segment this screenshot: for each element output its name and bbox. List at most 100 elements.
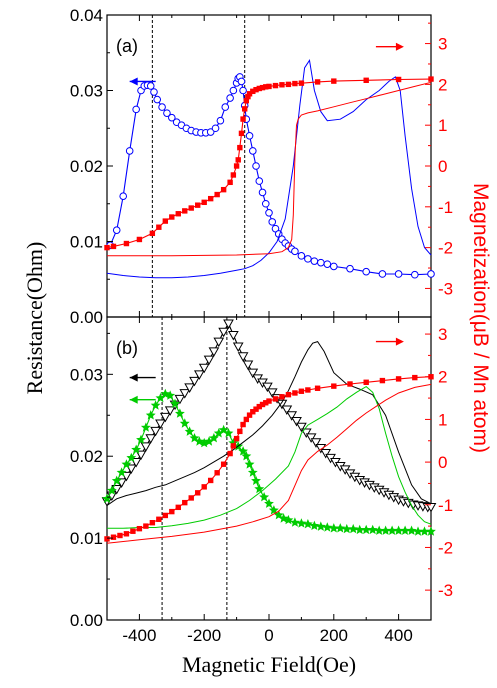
data-point	[229, 86, 238, 95]
data-point	[150, 88, 158, 96]
data-point	[156, 516, 162, 522]
y-right-tick-label: 0	[438, 453, 447, 472]
data-point	[298, 80, 305, 86]
data-point	[208, 347, 220, 357]
data-point	[160, 388, 171, 399]
data-point	[244, 459, 255, 469]
panel-a-arrows	[129, 42, 404, 86]
data-point	[245, 93, 251, 100]
data-point	[252, 162, 260, 170]
axis-arrow-2	[375, 337, 404, 346]
data-point	[266, 398, 272, 404]
data-point	[150, 400, 161, 410]
y-left-tick-label: 0.00	[70, 611, 103, 630]
data-point	[174, 394, 186, 405]
data-point	[362, 267, 371, 276]
data-point	[250, 88, 256, 95]
data-point	[300, 428, 312, 438]
data-point	[193, 370, 205, 380]
data-point	[228, 331, 239, 341]
data-point	[123, 240, 130, 247]
data-point	[314, 385, 321, 391]
panel-b-label: (b)	[116, 338, 138, 358]
data-point	[331, 78, 337, 84]
data-point	[259, 492, 270, 502]
data-point	[223, 428, 234, 438]
data-point	[242, 106, 248, 112]
data-point	[241, 451, 252, 461]
data-point	[304, 255, 312, 263]
series-3	[107, 81, 432, 257]
data-point	[367, 524, 378, 535]
y-right-tick-label: 1	[438, 410, 447, 429]
data-point	[136, 236, 143, 243]
data-point	[112, 226, 121, 234]
panel-b-series	[101, 319, 437, 544]
data-point	[149, 230, 156, 237]
data-point	[264, 498, 274, 508]
data-point	[348, 523, 359, 534]
data-point	[204, 436, 214, 446]
data-point	[233, 163, 240, 169]
data-point	[211, 124, 220, 133]
data-point	[125, 147, 134, 155]
data-point	[406, 525, 417, 535]
data-point	[259, 84, 266, 91]
data-point	[266, 388, 278, 398]
data-point	[251, 475, 261, 485]
data-point	[285, 391, 292, 398]
data-point	[298, 388, 305, 394]
data-point	[262, 382, 273, 393]
data-point	[253, 406, 259, 412]
data-point	[206, 128, 215, 136]
x-tick-label: 0	[264, 626, 273, 645]
data-point	[296, 518, 307, 528]
data-point	[395, 376, 402, 382]
data-point	[179, 389, 191, 399]
data-point	[162, 218, 169, 224]
x-axis-ticks: -400 -200 0 200 400	[122, 626, 412, 645]
data-point	[281, 405, 293, 416]
series-line	[107, 81, 432, 257]
data-point	[168, 113, 176, 122]
data-point	[233, 435, 240, 442]
data-point	[169, 508, 175, 515]
data-point	[201, 199, 207, 206]
data-point	[214, 470, 220, 476]
data-point	[240, 421, 246, 428]
data-point	[117, 532, 123, 539]
data-point	[188, 205, 194, 211]
data-point	[165, 390, 176, 400]
data-point	[188, 495, 194, 501]
data-point	[283, 514, 294, 525]
data-point	[276, 399, 288, 410]
data-point	[256, 403, 262, 410]
data-point	[184, 426, 195, 436]
data-point	[218, 327, 229, 338]
data-point	[330, 262, 338, 271]
data-point	[242, 360, 254, 371]
data-point	[216, 116, 225, 125]
data-point	[427, 270, 435, 278]
data-point	[195, 202, 201, 208]
data-point	[184, 383, 195, 393]
data-point	[249, 147, 257, 155]
data-point	[268, 218, 277, 226]
y-right-tick-label: 2	[438, 75, 447, 94]
data-point	[292, 80, 298, 87]
data-point	[272, 396, 279, 402]
data-point	[246, 412, 253, 418]
data-point	[153, 95, 162, 104]
series-line	[106, 393, 431, 533]
data-point	[155, 419, 166, 429]
data-point	[130, 528, 136, 534]
data-point	[305, 387, 311, 393]
data-point	[237, 144, 243, 151]
data-point	[150, 426, 161, 437]
data-point	[237, 352, 249, 362]
data-point	[291, 247, 299, 256]
data-point	[291, 417, 302, 427]
data-point	[380, 525, 391, 535]
series-0	[106, 73, 435, 279]
series-3	[107, 385, 432, 529]
